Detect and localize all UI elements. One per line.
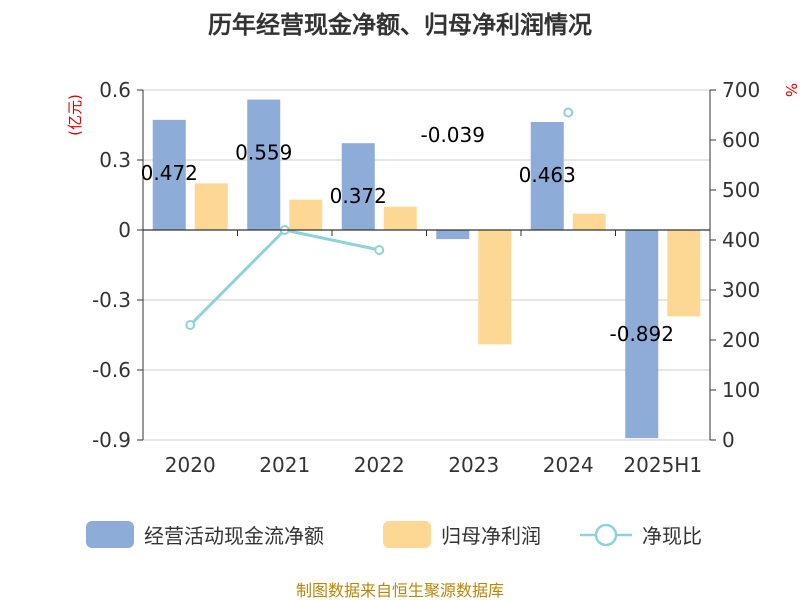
- bar: [667, 230, 701, 317]
- y-right-unit: %: [782, 83, 800, 97]
- source-text: 制图数据来自恒生聚源数据库: [296, 581, 504, 600]
- bar-data-label: 0.463: [519, 163, 576, 187]
- y-left-tick-label: -0.6: [92, 358, 131, 382]
- legend-label: 经营活动现金流净额: [144, 524, 324, 548]
- y-left-tick-label: -0.9: [92, 428, 131, 452]
- legend-swatch: [86, 521, 134, 548]
- grid-layer: [143, 89, 710, 441]
- line-series: [189, 228, 380, 327]
- x-tick-label: 2022: [354, 453, 405, 477]
- bar: [247, 99, 281, 230]
- line-point: [563, 107, 574, 118]
- chart-title: 历年经营现金净额、归母净利润情况: [208, 11, 592, 39]
- x-tick-label: 2025H1: [623, 453, 702, 477]
- bar-data-label: 0.372: [330, 184, 387, 208]
- label-layer: 0.472 0.559 0.372 -0.039 0.463 -0.892: [141, 123, 674, 346]
- line-point: [374, 245, 385, 255]
- axis-layer: 0.6 0.3 0 -0.3 -0.6 -0.9 700 600 500 400 300 200 100…: [92, 78, 760, 477]
- bar: [152, 119, 186, 230]
- bar: [436, 230, 470, 240]
- y-right-tick-label: 700: [722, 78, 760, 102]
- bar: [383, 206, 417, 230]
- y-left-tick-label: 0.3: [99, 148, 131, 172]
- bar: [625, 230, 659, 439]
- bar-data-label: 0.559: [235, 141, 292, 165]
- y-left-tick-label: 0.6: [99, 78, 131, 102]
- y-right-tick-label: 600: [722, 128, 760, 152]
- y-right-tick-label: 400: [722, 228, 760, 252]
- y-right-tick-label: 300: [722, 278, 760, 302]
- y-right-tick-label: 200: [722, 328, 760, 352]
- y-left-tick-label: -0.3: [92, 288, 131, 312]
- x-tick-label: 2020: [165, 453, 216, 477]
- bar: [478, 230, 512, 345]
- y-right-tick-label: 500: [722, 178, 760, 202]
- legend: 经营活动现金流净额 归母净利润 净现比: [86, 521, 702, 548]
- y-right-tick-label: 0: [722, 428, 735, 452]
- line-point: [185, 320, 196, 330]
- bar: [341, 143, 375, 230]
- x-tick-label: 2021: [259, 453, 310, 477]
- bar: [572, 213, 606, 230]
- bar-data-label: 0.472: [141, 161, 198, 185]
- y-left-unit: (亿元): [66, 94, 84, 136]
- bar-data-label: -0.039: [421, 123, 485, 147]
- y-left-tick-label: 0: [118, 218, 131, 242]
- bar: [289, 199, 323, 230]
- legend-label: 净现比: [642, 524, 702, 548]
- x-tick-label: 2023: [448, 453, 499, 477]
- legend-swatch: [383, 521, 431, 548]
- y-right-tick-label: 100: [722, 378, 760, 402]
- legend-swatch-marker: [594, 523, 618, 547]
- bar: [530, 121, 564, 230]
- legend-label: 归母净利润: [441, 524, 541, 548]
- bar-data-label: -0.892: [610, 322, 674, 346]
- x-tick-label: 2024: [543, 453, 594, 477]
- bar-layer: [152, 99, 701, 439]
- bar: [194, 183, 228, 230]
